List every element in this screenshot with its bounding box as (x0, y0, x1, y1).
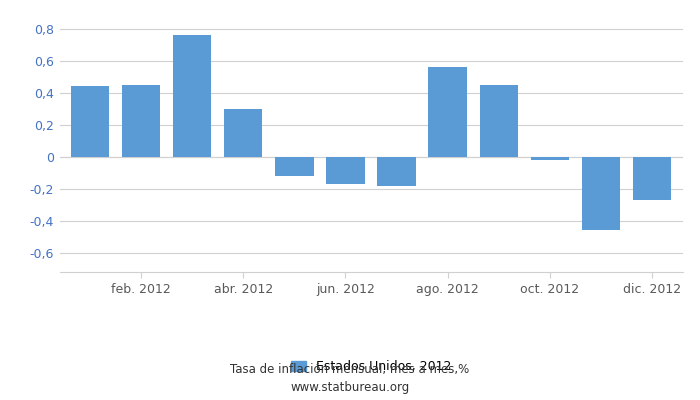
Bar (326, 157, 365, 184)
Bar (633, 157, 671, 200)
Bar (531, 157, 569, 160)
Bar (275, 157, 314, 176)
Text: Tasa de inflación mensual, mes a mes,%: Tasa de inflación mensual, mes a mes,% (230, 364, 470, 376)
Bar (224, 109, 262, 157)
Bar (480, 85, 518, 157)
Bar (377, 157, 416, 186)
Bar (582, 157, 620, 230)
Bar (173, 35, 211, 157)
Bar (428, 67, 467, 157)
Bar (122, 85, 160, 157)
Legend: Estados Unidos, 2012: Estados Unidos, 2012 (290, 360, 452, 373)
Text: www.statbureau.org: www.statbureau.org (290, 381, 410, 394)
Bar (71, 86, 109, 157)
